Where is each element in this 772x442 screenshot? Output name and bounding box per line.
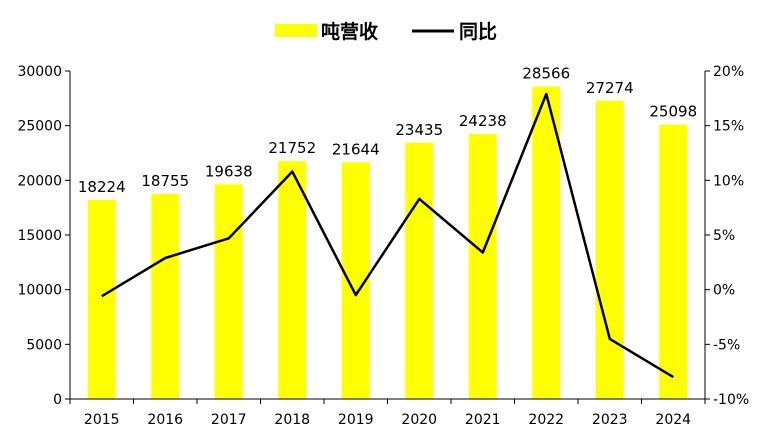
y-right-tick-label: 10% <box>713 173 744 189</box>
y-left-tick-label: 25000 <box>17 119 62 135</box>
data-label-2020: 23435 <box>395 121 443 139</box>
x-tick-label-2019: 2019 <box>338 412 374 428</box>
bar-2016 <box>151 193 180 399</box>
x-tick-label-2020: 2020 <box>401 412 437 428</box>
y-right-tick-label: -10% <box>713 392 749 408</box>
x-tick-label-2022: 2022 <box>528 412 564 428</box>
y-right-tick-label: -5% <box>713 337 740 353</box>
x-tick-label-2024: 2024 <box>655 412 691 428</box>
legend-swatch-bar <box>275 24 317 37</box>
x-tick-label-2015: 2015 <box>84 412 120 428</box>
y-right-tick-label: 15% <box>713 119 744 135</box>
y-left-tick-label: 5000 <box>26 337 62 353</box>
plot-area: 0 5000 10000 15000 20000 25000 30000 -10% -5% 0% 5… <box>17 64 749 428</box>
y-left-tick-label: 20000 <box>17 173 62 189</box>
bar-2023 <box>595 100 624 400</box>
y-right-tick-label: 0% <box>713 283 735 299</box>
data-label-2024: 25098 <box>649 103 697 121</box>
bar-2018 <box>278 161 307 399</box>
bar-2020 <box>405 142 434 399</box>
bar-2015 <box>87 199 116 399</box>
line-series-yoy <box>101 92 674 379</box>
legend-label-line: 同比 <box>459 21 497 43</box>
x-tick-label-2018: 2018 <box>274 412 310 428</box>
data-label-2021: 24238 <box>459 112 507 130</box>
legend: 吨营收 同比 <box>275 20 497 43</box>
y-right-tick-label: 20% <box>713 64 744 80</box>
data-label-2019: 21644 <box>332 140 380 158</box>
y-left-tick-label: 30000 <box>17 64 62 80</box>
y-left-tick-label: 10000 <box>17 283 62 299</box>
data-label-2015: 18224 <box>78 178 126 196</box>
bar-2017 <box>214 184 243 399</box>
data-label-2016: 18755 <box>141 172 189 190</box>
x-tick-label-2021: 2021 <box>465 412 501 428</box>
data-label-2023: 27274 <box>586 79 634 97</box>
data-label-2017: 19638 <box>205 162 253 180</box>
x-tick-label-2016: 2016 <box>147 412 183 428</box>
y-left-tick-label: 0 <box>53 392 62 408</box>
data-label-2018: 21752 <box>268 139 316 157</box>
bar-2021 <box>468 133 497 399</box>
bar-2024 <box>659 124 688 399</box>
y-left-tick-label: 15000 <box>17 228 62 244</box>
data-label-2022: 28566 <box>522 65 570 83</box>
bar-2022 <box>532 86 561 399</box>
x-tick-label-2017: 2017 <box>211 412 247 428</box>
legend-label-bar: 吨营收 <box>321 20 378 43</box>
y-right-tick-label: 5% <box>713 228 735 244</box>
x-tick-label-2023: 2023 <box>592 412 628 428</box>
